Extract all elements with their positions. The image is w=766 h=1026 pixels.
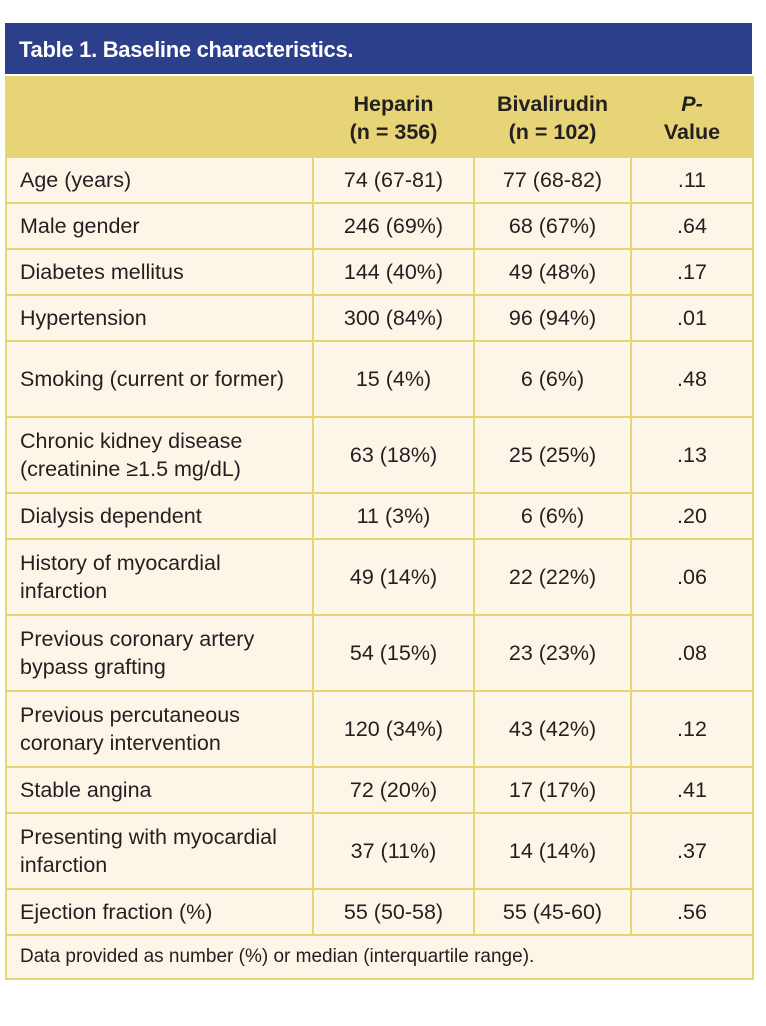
header-line2: (n = 102)	[508, 120, 597, 144]
heparin-value: 49 (14%)	[312, 538, 475, 616]
table-row: Age (years) 74 (67-81) 77 (68-82) .11	[5, 156, 754, 204]
heparin-value: 72 (20%)	[312, 766, 475, 814]
heparin-value: 37 (11%)	[312, 812, 475, 890]
bivalirudin-value: 23 (23%)	[473, 614, 632, 692]
row-label: Hypertension	[5, 294, 314, 342]
header-label	[5, 76, 314, 158]
table-row: Chronic kidney disease (creatinine ≥1.5 …	[5, 416, 754, 494]
bivalirudin-value: 14 (14%)	[473, 812, 632, 890]
header-line1: Heparin	[353, 92, 434, 116]
header-line2: Value	[663, 120, 721, 144]
bivalirudin-value: 49 (48%)	[473, 248, 632, 296]
heparin-value: 63 (18%)	[312, 416, 475, 494]
table-row: Presenting with myocardial infarction 37 …	[5, 812, 754, 890]
table-row: Dialysis dependent 11 (3%) 6 (6%) .20	[5, 492, 754, 540]
row-label: Previous coronary artery bypass grafting	[5, 614, 314, 692]
p-value: .08	[630, 614, 754, 692]
row-label: Ejection fraction (%)	[5, 888, 314, 936]
header-bivalirudin: Bivalirudin (n = 102)	[473, 76, 632, 158]
bivalirudin-value: 22 (22%)	[473, 538, 632, 616]
p-value: .06	[630, 538, 754, 616]
bivalirudin-value: 96 (94%)	[473, 294, 632, 342]
header-line1: P-	[681, 92, 703, 116]
p-value: .48	[630, 340, 754, 418]
heparin-value: 120 (34%)	[312, 690, 475, 768]
header-row: Heparin (n = 356) Bivalirudin (n = 102) P-…	[5, 76, 754, 158]
heparin-value: 54 (15%)	[312, 614, 475, 692]
row-label: Stable angina	[5, 766, 314, 814]
p-value: .12	[630, 690, 754, 768]
bivalirudin-value: 25 (25%)	[473, 416, 632, 494]
heparin-value: 300 (84%)	[312, 294, 475, 342]
row-label: Presenting with myocardial infarction	[5, 812, 314, 890]
table-row: Smoking (current or former) 15 (4%) 6 (6%)…	[5, 340, 754, 418]
p-value: .64	[630, 202, 754, 250]
baseline-table-figure: Table 1. Baseline characteristics. Hepar…	[5, 23, 754, 980]
header-heparin: Heparin (n = 356)	[312, 76, 475, 158]
row-label: Male gender	[5, 202, 314, 250]
bivalirudin-value: 55 (45-60)	[473, 888, 632, 936]
bivalirudin-value: 6 (6%)	[473, 340, 632, 418]
bivalirudin-value: 43 (42%)	[473, 690, 632, 768]
p-value: .41	[630, 766, 754, 814]
baseline-table: Heparin (n = 356) Bivalirudin (n = 102) P-…	[5, 76, 754, 980]
table-title: Table 1. Baseline characteristics.	[5, 23, 752, 74]
footnote-row: Data provided as number (%) or median (i…	[5, 934, 754, 980]
table-row: Ejection fraction (%) 55 (50-58) 55 (45-60…	[5, 888, 754, 936]
bivalirudin-value: 77 (68-82)	[473, 156, 632, 204]
p-value: .56	[630, 888, 754, 936]
footnote: Data provided as number (%) or median (i…	[5, 934, 754, 980]
p-value: .13	[630, 416, 754, 494]
table-row: Previous coronary artery bypass grafting…	[5, 614, 754, 692]
heparin-value: 246 (69%)	[312, 202, 475, 250]
p-value: .11	[630, 156, 754, 204]
p-value: .17	[630, 248, 754, 296]
bivalirudin-value: 17 (17%)	[473, 766, 632, 814]
table-row: Previous percutaneous coronary intervent…	[5, 690, 754, 768]
heparin-value: 11 (3%)	[312, 492, 475, 540]
p-value: .20	[630, 492, 754, 540]
row-label: Previous percutaneous coronary intervent…	[5, 690, 314, 768]
table-row: Male gender 246 (69%) 68 (67%) .64	[5, 202, 754, 250]
row-label: Age (years)	[5, 156, 314, 204]
row-label: Chronic kidney disease (creatinine ≥1.5 …	[5, 416, 314, 494]
header-p-value: P- Value	[630, 76, 754, 158]
bivalirudin-value: 68 (67%)	[473, 202, 632, 250]
heparin-value: 55 (50-58)	[312, 888, 475, 936]
row-label: Diabetes mellitus	[5, 248, 314, 296]
p-value: .01	[630, 294, 754, 342]
heparin-value: 144 (40%)	[312, 248, 475, 296]
table-row: History of myocardial infarction 49 (14%)…	[5, 538, 754, 616]
row-label: Smoking (current or former)	[5, 340, 314, 418]
p-value: .37	[630, 812, 754, 890]
table-row: Stable angina 72 (20%) 17 (17%) .41	[5, 766, 754, 814]
header-line2: (n = 356)	[349, 120, 438, 144]
row-label: Dialysis dependent	[5, 492, 314, 540]
heparin-value: 74 (67-81)	[312, 156, 475, 204]
heparin-value: 15 (4%)	[312, 340, 475, 418]
table-row: Diabetes mellitus 144 (40%) 49 (48%) .17	[5, 248, 754, 296]
header-line1: Bivalirudin	[496, 92, 609, 116]
table-row: Hypertension 300 (84%) 96 (94%) .01	[5, 294, 754, 342]
bivalirudin-value: 6 (6%)	[473, 492, 632, 540]
row-label: History of myocardial infarction	[5, 538, 314, 616]
